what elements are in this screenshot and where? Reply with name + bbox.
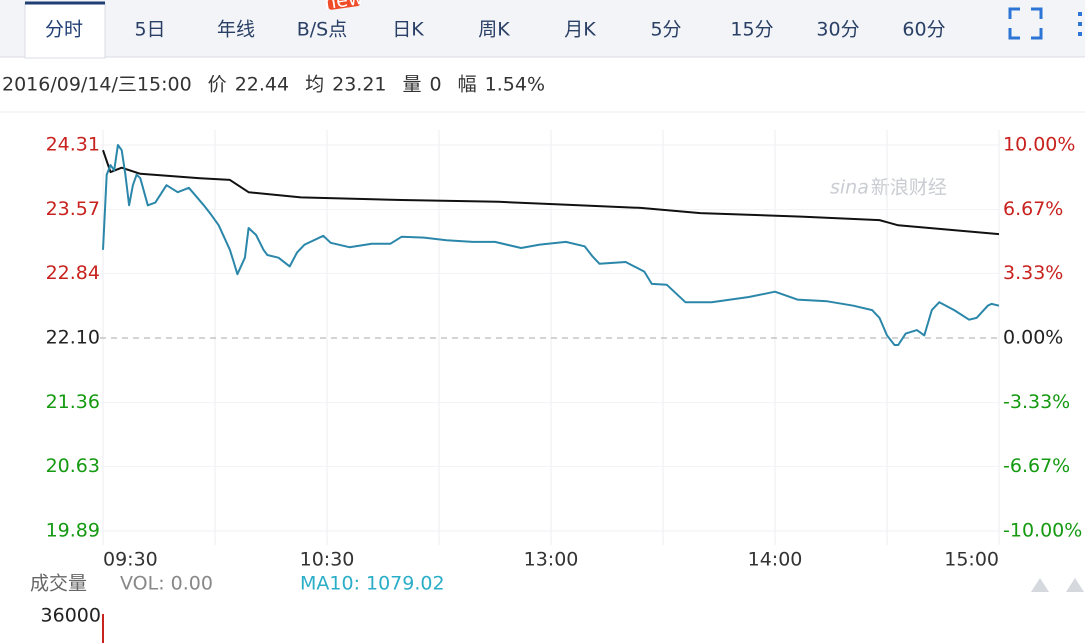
y2-tick-label: 3.33% (1003, 262, 1063, 284)
y2-tick-label: 10.00% (1003, 134, 1075, 156)
line (102, 144, 1000, 346)
y-tick-label: 21.36 (46, 391, 100, 413)
fullscreen-icon[interactable] (1008, 7, 1043, 40)
y-tick-label: 20.63 (46, 455, 100, 477)
info-label: 量 (403, 74, 422, 96)
tab[interactable]: 30分 (816, 19, 859, 41)
info-label: 价 (208, 74, 227, 96)
tab[interactable]: 5分 (650, 19, 681, 41)
info-label: 幅 (458, 74, 477, 96)
volume-ma10: MA10: 1079.02 (300, 573, 445, 595)
y-tick-label: 23.57 (46, 198, 100, 220)
volume-y-tick-label: 36000 (41, 605, 101, 627)
y-tick-label: 22.10 (46, 327, 100, 349)
info-label: 均 (305, 74, 324, 96)
tab[interactable]: 日K (392, 19, 424, 41)
y-tick-label: 22.84 (46, 262, 100, 284)
x-tick-label: 15:00 (944, 549, 999, 571)
y2-tick-label: 6.67% (1003, 198, 1063, 220)
y2-tick-label: -10.00% (1003, 520, 1082, 542)
info-datetime: 2016/09/14/三15:00 (2, 74, 192, 96)
y-tick-label: 24.31 (46, 134, 100, 156)
x-tick-label: 10:30 (300, 549, 355, 571)
tab[interactable]: 月K (564, 19, 596, 41)
tab-selected-bg (24, 2, 106, 59)
tab[interactable]: 分时 (45, 19, 83, 41)
line (102, 149, 1000, 236)
volume-title: 成交量 (30, 573, 87, 595)
tab-bar (0, 0, 1085, 57)
x-tick-label: 13:00 (524, 549, 579, 571)
y2-tick-label: -6.67% (1003, 455, 1070, 477)
y-tick-label: 19.89 (46, 520, 100, 542)
tab[interactable]: 年线 (217, 19, 255, 41)
tab[interactable]: 5日 (134, 19, 165, 41)
x-tick-label: 14:00 (748, 549, 803, 571)
watermark-brand: sina (830, 177, 869, 199)
y2-tick-label: -3.33% (1003, 391, 1070, 413)
info-value: 1.54% (485, 74, 545, 96)
info-value: 0 (430, 74, 442, 96)
x-tick-label: 09:30 (103, 549, 158, 571)
volume-vol: VOL: 0.00 (120, 573, 213, 595)
info-value: 22.44 (235, 74, 289, 96)
info-value: 23.21 (332, 74, 386, 96)
tab[interactable]: 60分 (902, 19, 945, 41)
badge-bg (327, 0, 361, 10)
tab[interactable]: 周K (478, 19, 510, 41)
more-icon[interactable] (1078, 12, 1082, 36)
scroll-arrows[interactable] (1031, 578, 1084, 592)
tab[interactable]: 15分 (730, 19, 773, 41)
watermark-name: 新浪财经 (871, 177, 947, 199)
tab[interactable]: B/S点 (297, 19, 348, 41)
y2-tick-label: 0.00% (1003, 327, 1063, 349)
